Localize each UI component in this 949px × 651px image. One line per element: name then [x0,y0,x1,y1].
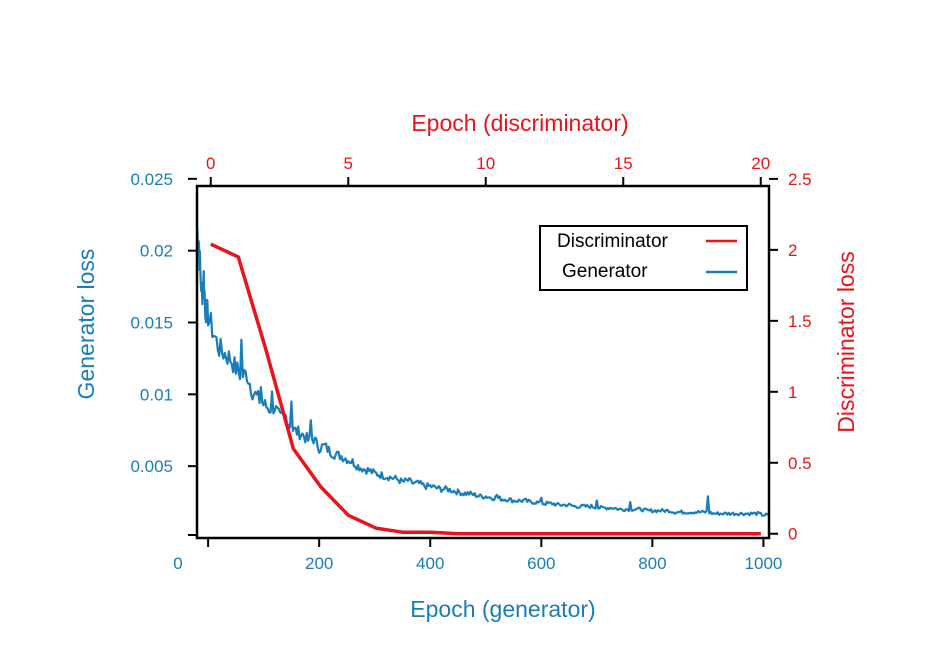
y-left-tick-label: 0.025 [130,170,173,189]
x-top-tick-label: 20 [751,154,770,173]
legend-label-generator: Generator [562,261,648,282]
y-right-tick-label: 1 [788,383,797,402]
x-top-tick-label: 15 [614,154,633,173]
x-bottom-tick-label: 1000 [745,554,783,573]
y-left-tick-label: 0.01 [140,385,173,404]
y-right-tick-label: 2 [788,241,797,260]
generator-loss-line [197,228,769,517]
x-top-tick-label: 0 [206,154,215,173]
plot-area [197,228,769,536]
x-bottom-tick-label: 0 [173,554,182,573]
x-bottom-tick-label: 400 [416,554,444,573]
y-left-axis-ticks: 0.005 0.01 0.015 0.02 0.025 [130,170,197,536]
x-top-axis-title: Epoch (discriminator) [411,110,628,136]
y-right-tick-label: 2.5 [788,170,812,189]
y-right-axis-ticks: 0 0.5 1 1.5 2 2.5 [769,170,812,544]
plot-frame [195,184,771,540]
x-top-tick-label: 5 [344,154,353,173]
y-right-tick-label: 0 [788,525,797,544]
y-left-tick-label: 0.015 [130,313,173,332]
y-left-axis-title: Generator loss [73,249,99,400]
x-top-tick-label: 10 [476,154,495,173]
legend-label-discriminator: Discriminator [557,231,669,252]
x-bottom-tick-label: 800 [638,554,666,573]
x-top-axis-ticks: 0 5 10 15 20 [206,154,770,186]
y-right-axis-title: Discriminator loss [833,251,859,432]
legend: Discriminator Generator [539,225,748,291]
discriminator-loss-line [210,242,761,536]
y-left-tick-label: 0.005 [130,457,173,476]
y-right-tick-label: 0.5 [788,454,812,473]
x-bottom-tick-label: 600 [527,554,555,573]
x-bottom-tick-label: 200 [305,554,333,573]
x-bottom-axis-ticks: 0 200 400 600 800 1000 [173,538,782,573]
y-left-tick-label: 0.02 [140,242,173,261]
y-right-tick-label: 1.5 [788,312,812,331]
x-bottom-axis-title: Epoch (generator) [410,596,595,622]
legend-box [539,225,748,291]
